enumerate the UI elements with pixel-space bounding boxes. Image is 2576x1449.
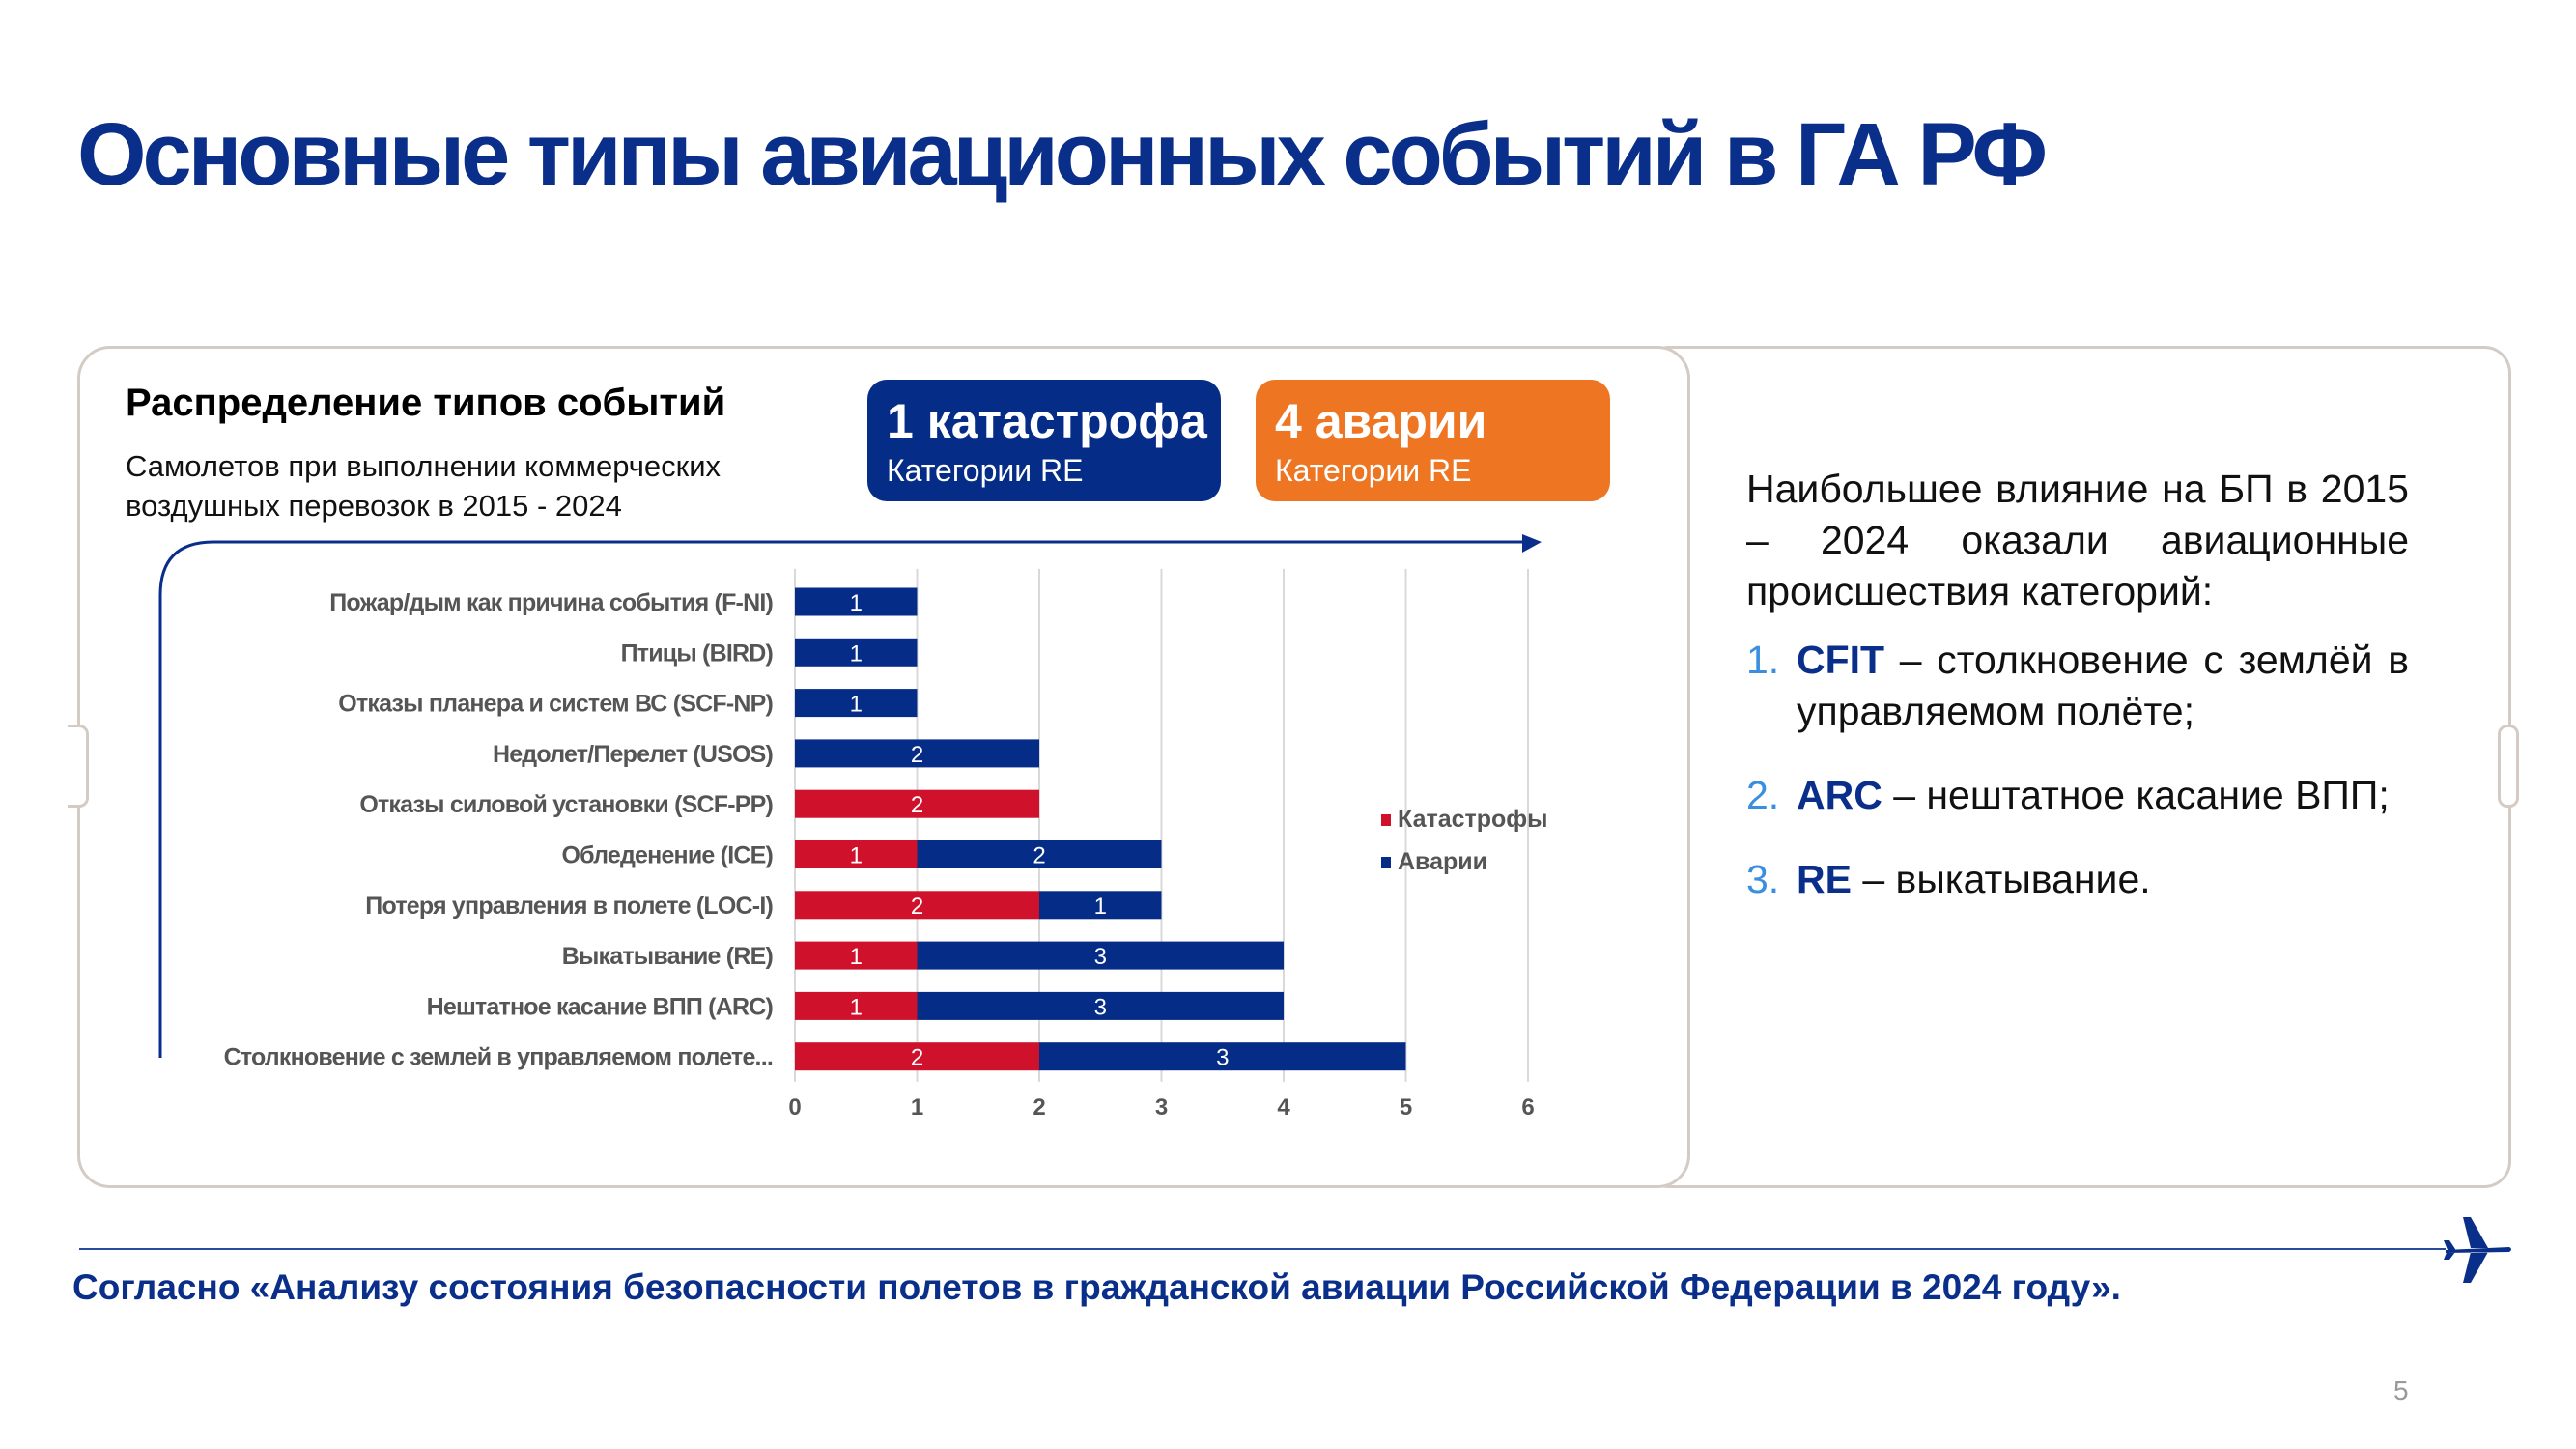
list-item: 2. ARC – нештатное касание ВПП; xyxy=(1746,770,2409,821)
data-label: 1 xyxy=(1094,894,1107,920)
bar-accidents xyxy=(917,840,1162,868)
item-key: ARC xyxy=(1797,773,1882,817)
source-note: Согласно «Анализу состояния безопасности… xyxy=(72,1267,2121,1307)
category-label: Столкновение с землей в управляемом поле… xyxy=(224,1044,773,1071)
item-number: 1. xyxy=(1746,638,1780,682)
x-tick-label: 0 xyxy=(788,1094,801,1121)
badge-value: 1 катастрофа xyxy=(887,394,1207,448)
legend-swatch xyxy=(1381,857,1391,868)
data-label: 2 xyxy=(1033,843,1045,869)
chart-heading: Распределение типов событий xyxy=(126,382,726,424)
arrow-line xyxy=(158,540,1528,1058)
item-text: – нештатное касание ВПП; xyxy=(1882,773,2390,817)
list-item: 1. CFIT – столкновение с землёй в управля… xyxy=(1746,635,2409,737)
x-tick-label: 2 xyxy=(1033,1094,1045,1121)
bar-catastrophes xyxy=(795,991,918,1020)
data-label: 3 xyxy=(1094,994,1107,1020)
subtitle-line: Самолетов при выполнении коммерческих xyxy=(126,449,722,483)
badge-value: 4 аварии xyxy=(1275,394,1487,448)
subtitle-line: воздушных перевозок в 2015 - 2024 xyxy=(126,489,622,523)
data-label: 2 xyxy=(911,742,923,768)
data-label: 1 xyxy=(850,944,863,970)
summary-panel xyxy=(1642,346,2511,1188)
bar-accidents xyxy=(1039,891,1162,920)
bar-catastrophes xyxy=(795,840,918,868)
bar-accidents xyxy=(795,638,918,667)
item-text: – столкновение с землёй в управляемом по… xyxy=(1797,638,2409,733)
data-label: 3 xyxy=(1094,944,1107,970)
item-number: 3. xyxy=(1746,857,1780,901)
x-tick-label: 6 xyxy=(1521,1094,1534,1121)
data-label: 1 xyxy=(850,994,863,1020)
data-label: 2 xyxy=(911,894,923,920)
category-label: Обледенение (ICE) xyxy=(561,842,773,869)
badge-label: Категории RE xyxy=(887,453,1084,488)
bar-accidents xyxy=(795,587,918,616)
category-label: Отказы планера и систем ВС (SCF-NP) xyxy=(338,691,773,718)
data-label: 1 xyxy=(850,692,863,718)
panel-tab-left xyxy=(68,724,89,808)
legend-swatch xyxy=(1381,814,1391,826)
panel-tab-right xyxy=(2498,724,2519,808)
x-tick-label: 3 xyxy=(1155,1094,1168,1121)
catastrophe-badge: 1 катастрофа Категории RE xyxy=(867,380,1221,501)
badge-label: Категории RE xyxy=(1275,453,1472,488)
item-key: RE xyxy=(1797,857,1852,901)
chart-subtitle: Самолетов при выполнении коммерческих во… xyxy=(126,446,721,526)
item-key: CFIT xyxy=(1797,638,1885,682)
page-title: Основные типы авиационных событий в ГА Р… xyxy=(77,105,2048,204)
category-label: Отказы силовой установки (SCF-PP) xyxy=(359,791,773,818)
accident-badge: 4 аварии Категории RE xyxy=(1256,380,1610,501)
list-item: 3. RE – выкатывание. xyxy=(1746,854,2409,905)
category-label: Потеря управления в полете (LOC-I) xyxy=(365,893,773,920)
bar-accidents xyxy=(1039,1042,1406,1071)
data-label: 2 xyxy=(911,1045,923,1071)
arrow-head-icon xyxy=(1522,534,1542,553)
category-label: Птицы (BIRD) xyxy=(621,639,774,667)
x-tick-label: 4 xyxy=(1277,1094,1290,1121)
data-label: 1 xyxy=(850,843,863,869)
legend-label: Аварии xyxy=(1398,848,1487,875)
category-label: Выкатывание (RE) xyxy=(562,943,774,970)
summary-intro: Наибольшее влияние на БП в 2015 – 2024 о… xyxy=(1746,467,2409,613)
item-number: 2. xyxy=(1746,773,1780,817)
page-number: 5 xyxy=(2393,1376,2409,1406)
category-label: Пожар/дым как причина события (F-NI) xyxy=(329,589,773,616)
bar-catastrophes xyxy=(795,891,1039,920)
summary-text: Наибольшее влияние на БП в 2015 – 2024 о… xyxy=(1746,464,2409,905)
bar-accidents xyxy=(917,991,1284,1020)
data-label: 3 xyxy=(1216,1045,1229,1071)
bar-accidents xyxy=(917,941,1284,970)
airplane-icon xyxy=(2444,1217,2511,1283)
bar-accidents xyxy=(795,689,918,718)
footer-divider xyxy=(79,1248,2446,1250)
data-label: 2 xyxy=(911,792,923,818)
legend-label: Катастрофы xyxy=(1398,806,1548,833)
item-text: – выкатывание. xyxy=(1851,857,2151,901)
data-label: 1 xyxy=(850,590,863,616)
x-tick-label: 1 xyxy=(911,1094,923,1121)
category-label: Недолет/Перелет (USOS) xyxy=(493,741,774,768)
x-tick-label: 5 xyxy=(1400,1094,1412,1121)
bar-catastrophes xyxy=(795,941,918,970)
category-label: Нештатное касание ВПП (ARC) xyxy=(427,993,774,1020)
bar-catastrophes xyxy=(795,1042,1039,1071)
bar-accidents xyxy=(795,739,1039,768)
data-label: 1 xyxy=(850,640,863,667)
bar-catastrophes xyxy=(795,789,1039,818)
